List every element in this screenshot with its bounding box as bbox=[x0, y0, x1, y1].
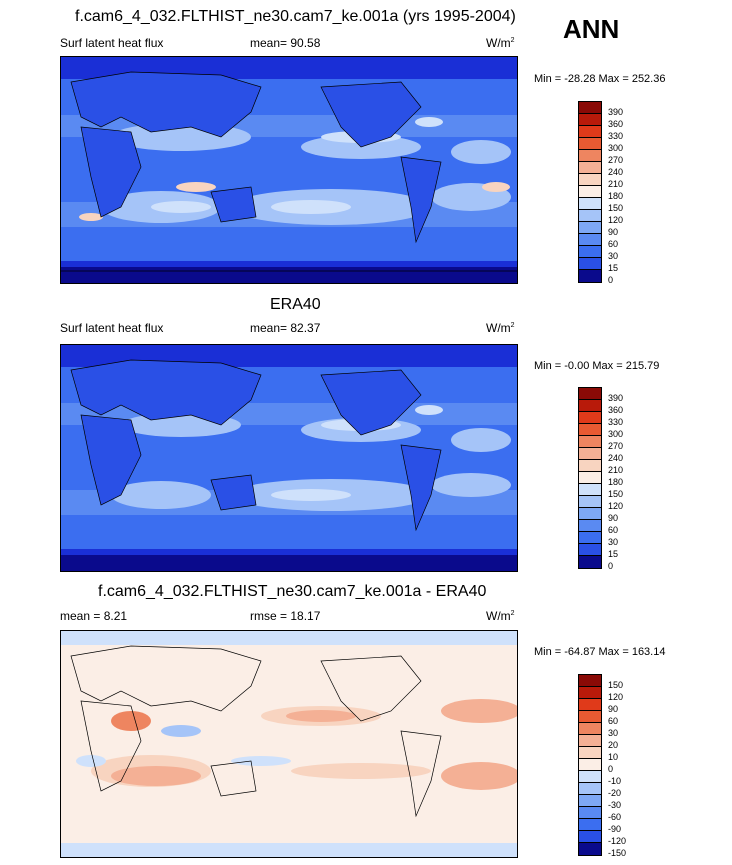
colorbar-tick: 150 bbox=[608, 489, 624, 499]
colorbar-tick: 300 bbox=[608, 429, 624, 439]
panel1-map bbox=[60, 56, 518, 284]
colorbar-tick: 90 bbox=[608, 227, 619, 237]
colorbar-tick: 330 bbox=[608, 131, 624, 141]
colorbar-tick: 120 bbox=[608, 215, 624, 225]
colorbar-tick: 180 bbox=[608, 191, 624, 201]
colorbar-tick: 60 bbox=[608, 239, 619, 249]
colorbar-tick: 150 bbox=[608, 203, 624, 213]
colorbar-tick: 0 bbox=[608, 275, 614, 285]
colorbar-tick: 90 bbox=[608, 513, 619, 523]
colorbar-tick: 390 bbox=[608, 107, 624, 117]
season-label: ANN bbox=[563, 14, 620, 44]
colorbar-tick: 210 bbox=[608, 465, 624, 475]
colorbar-tick: 15 bbox=[608, 549, 619, 559]
colorbar-tick: 270 bbox=[608, 441, 624, 451]
colorbar-tick: 240 bbox=[608, 453, 624, 463]
colorbar-tick: -10 bbox=[608, 776, 622, 786]
panel3-units: W/m2 bbox=[486, 609, 515, 623]
panel2-map bbox=[60, 344, 518, 572]
panel1-units: W/m2 bbox=[486, 36, 515, 50]
panel3-colorbar bbox=[578, 674, 602, 856]
panel3-minmax: Min = -64.87 Max = 163.14 bbox=[534, 646, 666, 658]
colorbar-tick: 20 bbox=[608, 740, 619, 750]
panel2-units: W/m2 bbox=[486, 321, 515, 335]
colorbar-tick: 0 bbox=[608, 561, 614, 571]
colorbar-tick: 300 bbox=[608, 143, 624, 153]
colorbar-tick: 30 bbox=[608, 728, 619, 738]
panel2-title: ERA40 bbox=[270, 296, 321, 313]
panel3-map bbox=[60, 630, 518, 858]
colorbar-tick: -120 bbox=[608, 836, 627, 846]
panel1-minmax: Min = -28.28 Max = 252.36 bbox=[534, 73, 666, 85]
colorbar-tick: -30 bbox=[608, 800, 622, 810]
colorbar-tick: 150 bbox=[608, 680, 624, 690]
colorbar-tick: 360 bbox=[608, 119, 624, 129]
colorbar-tick: 210 bbox=[608, 179, 624, 189]
colorbar-tick: 90 bbox=[608, 704, 619, 714]
panel1-mean-label: mean= 90.58 bbox=[250, 36, 321, 50]
colorbar-tick: 120 bbox=[608, 692, 624, 702]
colorbar-tick: -60 bbox=[608, 812, 622, 822]
colorbar-tick: 270 bbox=[608, 155, 624, 165]
colorbar-tick: 30 bbox=[608, 251, 619, 261]
colorbar-tick: 330 bbox=[608, 417, 624, 427]
panel2-mean-label: mean= 82.37 bbox=[250, 321, 321, 335]
colorbar-tick: 60 bbox=[608, 525, 619, 535]
panel1-title: f.cam6_4_032.FLTHIST_ne30.cam7_ke.001a (… bbox=[75, 8, 516, 25]
colorbar-tick: 360 bbox=[608, 405, 624, 415]
colorbar-tick: 15 bbox=[608, 263, 619, 273]
colorbar-tick: 180 bbox=[608, 477, 624, 487]
colorbar-tick: 0 bbox=[608, 764, 614, 774]
panel3-mean-label: mean = 8.21 bbox=[60, 609, 128, 623]
colorbar-tick: -20 bbox=[608, 788, 622, 798]
colorbar-tick: -150 bbox=[608, 848, 627, 858]
colorbar-tick: 120 bbox=[608, 501, 624, 511]
panel3-rmse-label: rmse = 18.17 bbox=[250, 609, 321, 623]
panel2-variable-label: Surf latent heat flux bbox=[60, 321, 164, 335]
panel2-minmax: Min = -0.00 Max = 215.79 bbox=[534, 360, 660, 372]
colorbar-tick: -90 bbox=[608, 824, 622, 834]
panel3-title: f.cam6_4_032.FLTHIST_ne30.cam7_ke.001a -… bbox=[98, 583, 487, 600]
colorbar-tick: 10 bbox=[608, 752, 619, 762]
colorbar-tick: 30 bbox=[608, 537, 619, 547]
panel1-colorbar bbox=[578, 101, 602, 283]
colorbar-tick: 240 bbox=[608, 167, 624, 177]
colorbar-tick: 60 bbox=[608, 716, 619, 726]
panel2-colorbar bbox=[578, 387, 602, 569]
colorbar-tick: 390 bbox=[608, 393, 624, 403]
panel1-variable-label: Surf latent heat flux bbox=[60, 36, 164, 50]
